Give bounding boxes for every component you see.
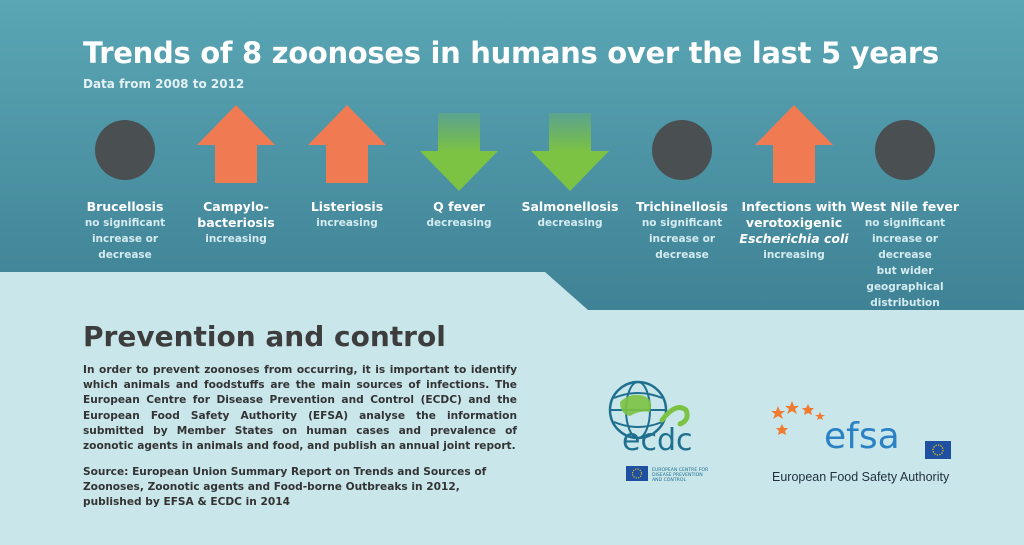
trend-salmonellosis: Salmonellosis decreasing [513,105,627,231]
trend-name: Q fever [433,199,485,214]
trend-desc: decreasing [537,217,603,229]
trend-name: Infections with [741,199,847,214]
trend-desc: no significant [84,217,166,229]
trend-desc: decreasing [426,217,492,229]
section-title: Prevention and control [83,320,446,353]
trend-name: Brucellosis [86,199,164,214]
trend-listeriosis: Listeriosis increasing [290,105,404,231]
page-subtitle: Data from 2008 to 2012 [83,77,245,91]
trend-name: West Nile fever [850,199,960,214]
stars-icon [771,401,825,435]
efsa-logo: efsa [770,398,960,488]
trend-vtec: Infections with verotoxigenic Escherichi… [737,105,851,263]
ecdc-line2: DISEASE PREVENTION [652,472,703,478]
ecdc-line1: EUROPEAN CENTRE FOR [652,467,709,473]
trend-desc: increasing [316,217,378,229]
neutral-circle-icon [80,105,170,195]
arrow-up-icon [191,105,281,195]
trend-desc: no significant [641,217,723,229]
ecdc-logo: ecdc EUROPEAN CENTRE FOR DISEASE PREVENT… [600,380,730,490]
trend-name: Trichinellosis [636,199,728,214]
trend-brucellosis: Brucellosis no significant increase or d… [68,105,182,263]
trend-trichinellosis: Trichinellosis no significant increase o… [625,105,739,263]
trend-desc: increase or decrease [648,233,716,261]
trend-name-italic: Escherichia coli [739,231,849,246]
efsa-caption: European Food Safety Authority [772,470,950,484]
ecdc-wordmark: ecdc [622,423,693,458]
trend-desc: increasing [763,249,825,261]
trend-name: Listeriosis [310,199,384,214]
efsa-wordmark: efsa [824,416,900,457]
trend-west-nile-fever: West Nile fever no significant increase … [848,105,962,311]
neutral-circle-icon [860,105,950,195]
trend-name: Salmonellosis [521,199,619,214]
trend-name-cont: verotoxigenic [745,215,843,230]
trend-desc: increase or decrease [871,233,939,261]
page-title: Trends of 8 zoonoses in humans over the … [83,36,939,70]
globe-icon [608,380,690,440]
prevention-body: In order to prevent zoonoses from occurr… [83,364,517,453]
trend-desc: no significant [864,217,946,229]
trend-desc: increasing [205,233,267,245]
trend-q-fever: Q fever decreasing [402,105,516,231]
arrow-down-icon [525,105,615,195]
trend-desc: increase or decrease [91,233,159,261]
arrow-up-icon [302,105,392,195]
source-citation: Source: European Union Summary Report on… [83,466,487,509]
arrow-down-icon [414,105,504,195]
trend-name: Campylo- [203,199,269,214]
neutral-circle-icon [637,105,727,195]
trend-name-cont: bacteriosis [197,215,275,230]
ecdc-line3: AND CONTROL [652,477,686,483]
trend-campylobacteriosis: Campylo- bacteriosis increasing [179,105,293,247]
trend-desc: distribution [870,297,940,309]
trend-desc: but wider geographical [866,265,944,293]
arrow-up-icon [749,105,839,195]
